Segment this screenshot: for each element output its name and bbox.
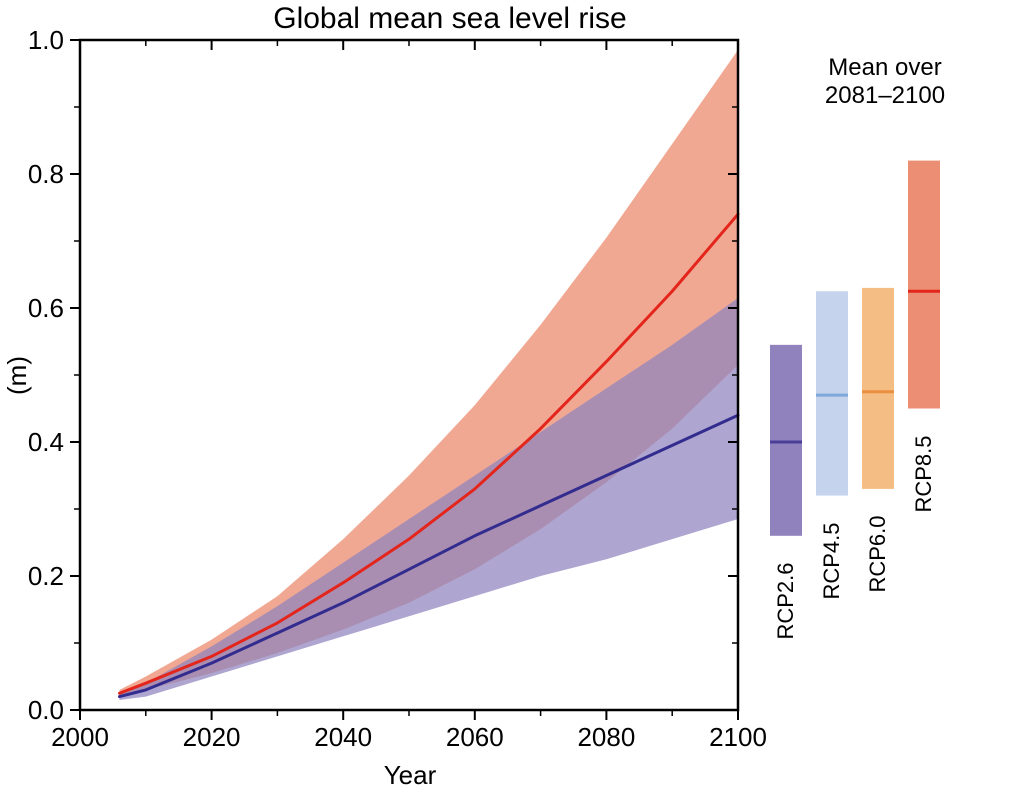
rcp-bar-rcp2-6 bbox=[770, 345, 802, 536]
y-axis-label: (m) bbox=[2, 356, 33, 395]
chart-title: Global mean sea level rise bbox=[200, 2, 700, 36]
x-tick-label: 2040 bbox=[314, 722, 372, 752]
chart-svg: 2000 2020 2040 2060 2080 2100 0.0 0.2 0.4 0.6 0.8 1… bbox=[0, 0, 1024, 803]
rcp-bar-rcp8-5 bbox=[908, 161, 940, 409]
legend-title: Mean over2081–2100 bbox=[790, 54, 980, 109]
x-tick-label: 2080 bbox=[577, 722, 635, 752]
x-tick-label: 2020 bbox=[183, 722, 241, 752]
rcp-bar-rcp6-0 bbox=[862, 288, 894, 489]
y-tick-label: 0.0 bbox=[28, 695, 64, 725]
x-tick-label: 2060 bbox=[446, 722, 504, 752]
x-axis-label: Year bbox=[350, 760, 470, 791]
rcp-bar-label-rcp4-5: RCP4.5 bbox=[819, 521, 845, 601]
y-tick-label: 1.0 bbox=[28, 25, 64, 55]
rcp-bar-label-rcp8-5: RCP8.5 bbox=[911, 434, 937, 514]
y-tick-label: 0.6 bbox=[28, 293, 64, 323]
y-tick-label: 0.8 bbox=[28, 159, 64, 189]
y-tick-label: 0.4 bbox=[28, 427, 64, 457]
y-tick-label: 0.2 bbox=[28, 561, 64, 591]
x-tick-label: 2100 bbox=[709, 722, 767, 752]
rcp-bar-rcp4-5 bbox=[816, 291, 848, 495]
x-tick-label: 2000 bbox=[51, 722, 109, 752]
chart-container: 2000 2020 2040 2060 2080 2100 0.0 0.2 0.4 0.6 0.8 1… bbox=[0, 0, 1024, 803]
rcp-bar-label-rcp2-6: RCP2.6 bbox=[773, 561, 799, 641]
rcp-bar-label-rcp6-0: RCP6.0 bbox=[865, 514, 891, 594]
